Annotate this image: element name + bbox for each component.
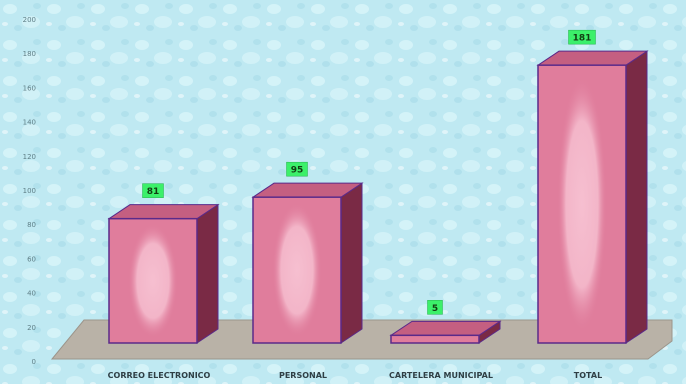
bar-side (340, 182, 363, 344)
x-tick-label: TOTAL (574, 371, 602, 380)
y-tick-label: 20 (27, 324, 36, 332)
y-tick-label: 60 (27, 255, 36, 263)
x-tick-label: CARTELERA MUNICIPAL (389, 371, 493, 380)
data-label-box (427, 300, 443, 315)
data-label: 95 (291, 166, 304, 176)
y-tick-label: 120 (23, 153, 36, 161)
y-tick-label: 140 (23, 119, 36, 127)
y-tick-label: 200 (23, 16, 36, 24)
y-tick-label: 40 (27, 290, 36, 298)
data-label-box (142, 183, 164, 198)
data-label: 5 (432, 304, 438, 314)
bar-side (625, 50, 648, 344)
data-label: 181 (573, 34, 592, 44)
bar-highlight (557, 76, 607, 332)
bar (390, 334, 480, 344)
y-tick-label: 80 (27, 221, 36, 229)
bar-highlight (128, 223, 178, 339)
y-tick-label: 0 (32, 358, 36, 366)
x-tick-label: CORREO ELECTRONICO (108, 371, 211, 380)
bar-side (196, 203, 219, 344)
data-label-box (568, 29, 596, 45)
bar-highlight (272, 203, 322, 338)
y-tick-label: 160 (23, 84, 36, 92)
y-tick-label: 100 (23, 187, 36, 195)
y-tick-label: 180 (23, 50, 36, 58)
data-label-box (286, 161, 308, 177)
data-label: 81 (147, 187, 160, 197)
x-tick-label: PERSONAL (279, 371, 327, 380)
